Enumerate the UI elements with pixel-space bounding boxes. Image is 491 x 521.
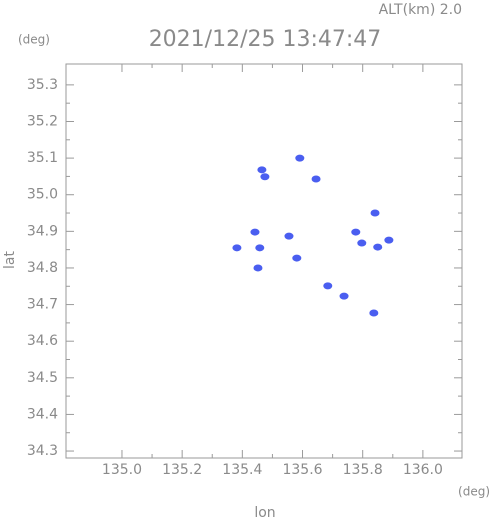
- y-tick-label: 35.1: [27, 150, 58, 166]
- y-tick-label: 35.2: [27, 113, 58, 129]
- x-axis-label: lon: [254, 505, 275, 521]
- echo: [295, 154, 305, 162]
- echo: [369, 309, 379, 317]
- echo: [260, 173, 270, 181]
- y-tick-label: 34.5: [27, 370, 58, 386]
- x-tick-label: 135.4: [222, 462, 262, 478]
- echo: [250, 228, 260, 236]
- echo: [284, 232, 294, 240]
- y-tick-label: 34.9: [27, 223, 58, 239]
- y-unit: (deg): [18, 33, 50, 47]
- echo: [292, 254, 302, 262]
- x-tick-label: 135.8: [343, 462, 383, 478]
- y-axis-label: lat: [2, 251, 18, 269]
- echo: [253, 264, 263, 272]
- echo: [232, 244, 242, 252]
- chart-title: 2021/12/25 13:47:47: [149, 27, 382, 52]
- echo: [357, 239, 367, 247]
- echo: [311, 175, 321, 183]
- plot-frame: [65, 63, 463, 459]
- y-tick-label: 34.3: [27, 443, 58, 459]
- echo: [370, 209, 380, 217]
- x-tick-label: 135.6: [282, 462, 322, 478]
- y-tick-label: 34.8: [27, 260, 58, 276]
- x-unit: (deg): [458, 485, 490, 499]
- echo: [255, 244, 265, 252]
- echo: [323, 282, 333, 290]
- y-tick-label: 35.3: [27, 77, 58, 93]
- y-tick-label: 34.6: [27, 333, 58, 349]
- x-tick-label: 136.0: [403, 462, 443, 478]
- echo: [351, 228, 361, 236]
- y-tick-label: 34.4: [27, 406, 58, 422]
- y-tick-label: 34.7: [27, 297, 58, 313]
- x-tick-label: 135.0: [102, 462, 142, 478]
- y-tick-label: 35.0: [27, 187, 58, 203]
- echo: [373, 243, 383, 251]
- x-tick-label: 135.2: [162, 462, 202, 478]
- altitude: ALT(km) 2.0: [379, 2, 462, 18]
- echo: [339, 292, 349, 300]
- echo: [384, 236, 394, 244]
- echo: [257, 166, 267, 174]
